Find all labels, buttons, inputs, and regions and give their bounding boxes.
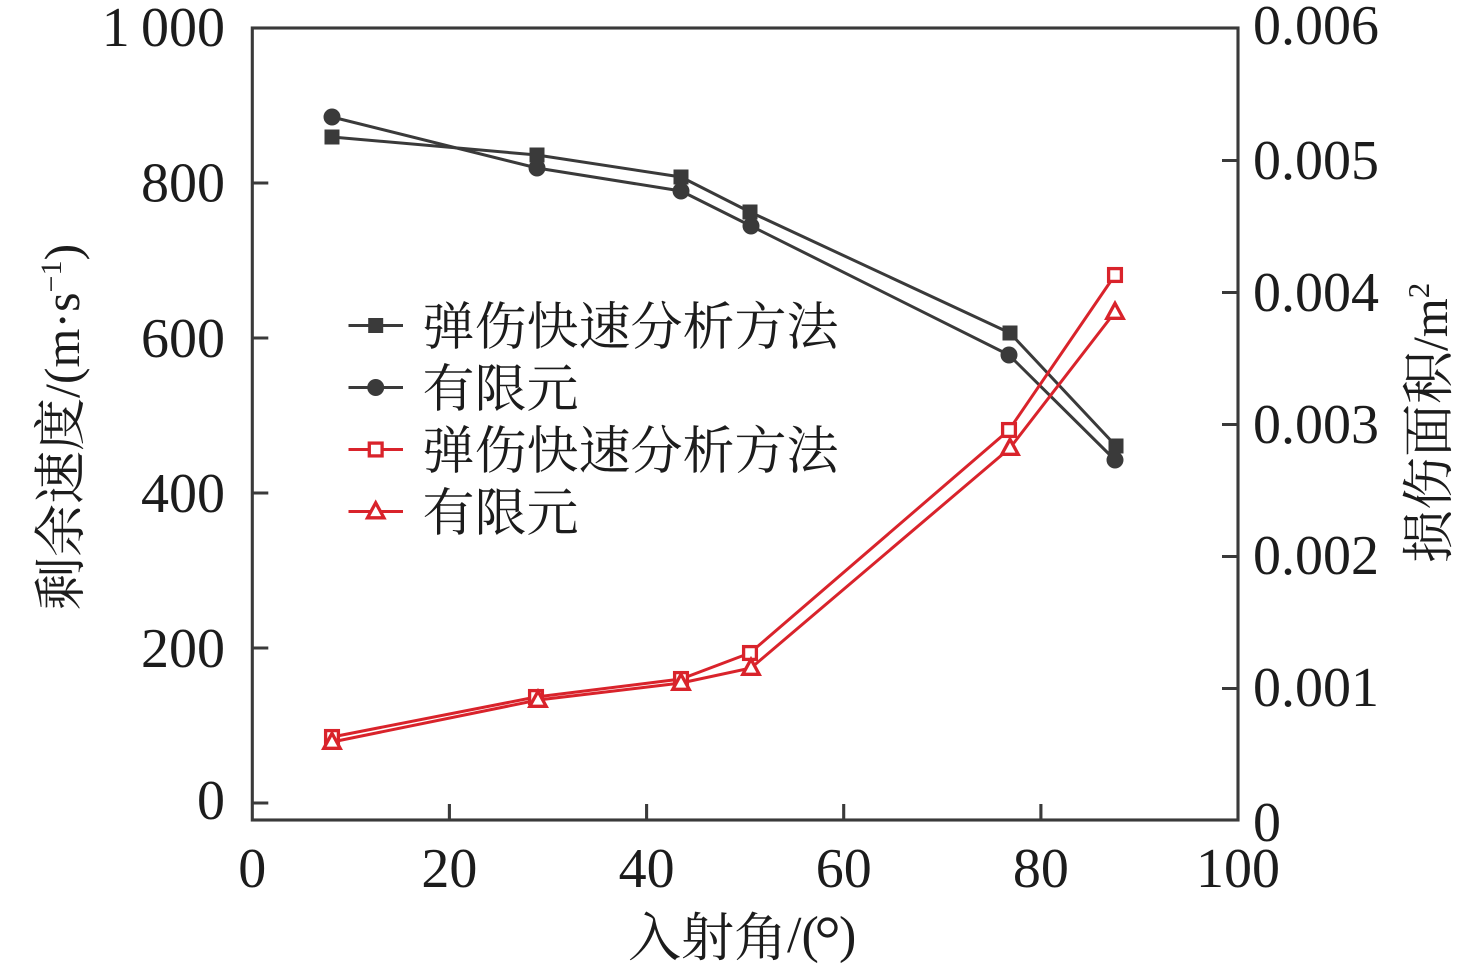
svg-text:800: 800 bbox=[141, 153, 225, 215]
svg-text:0: 0 bbox=[197, 770, 225, 832]
svg-text:0.003: 0.003 bbox=[1253, 394, 1379, 456]
svg-text:1 000: 1 000 bbox=[102, 0, 225, 59]
svg-text:/(m·s−1): /(m·s−1) bbox=[34, 244, 90, 398]
svg-text:0: 0 bbox=[238, 838, 266, 900]
svg-text:200: 200 bbox=[141, 618, 225, 680]
svg-text:40: 40 bbox=[619, 838, 675, 900]
svg-text:0.006: 0.006 bbox=[1253, 0, 1379, 57]
svg-text:0: 0 bbox=[1253, 792, 1281, 854]
svg-text:60: 60 bbox=[816, 838, 872, 900]
svg-text:0.002: 0.002 bbox=[1253, 525, 1379, 587]
svg-text:): ) bbox=[839, 907, 856, 964]
svg-text:100: 100 bbox=[1196, 838, 1280, 900]
svg-text:600: 600 bbox=[141, 308, 225, 370]
svg-text:400: 400 bbox=[141, 463, 225, 525]
svg-text:0.005: 0.005 bbox=[1253, 130, 1379, 192]
svg-text:20: 20 bbox=[421, 838, 477, 900]
svg-text:0.001: 0.001 bbox=[1253, 657, 1379, 719]
svg-text:80: 80 bbox=[1013, 838, 1069, 900]
svg-text:/(: /( bbox=[787, 907, 819, 964]
svg-text:0.004: 0.004 bbox=[1253, 262, 1379, 324]
